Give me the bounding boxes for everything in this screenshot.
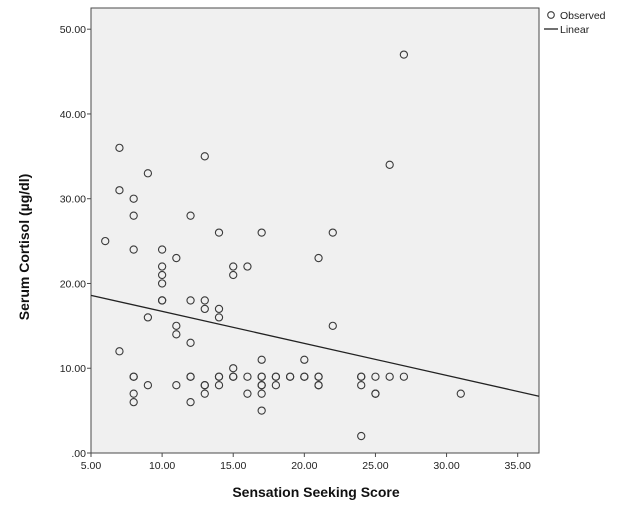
observed-point: [129, 245, 138, 254]
observed-point: [357, 381, 366, 390]
observed-point: [243, 372, 252, 381]
observed-point: [257, 228, 266, 237]
legend: Observed Linear: [544, 10, 606, 36]
observed-point: [214, 313, 224, 322]
x-axis: 5.00 10.00 15.00 20.00 25.00 30.00 35.00: [81, 453, 531, 472]
observed-point: [143, 169, 153, 178]
observed-point: [129, 372, 138, 381]
observed-point: [371, 372, 380, 381]
y-axis-title: Serum Cortisol (µg/dl): [16, 174, 32, 321]
y-tick-label: 30.00: [60, 194, 86, 206]
observed-point: [200, 389, 209, 398]
observed-point: [200, 152, 209, 161]
observed-point: [200, 296, 209, 305]
observed-point: [328, 321, 337, 331]
observed-point: [157, 270, 167, 280]
observed-point: [115, 143, 124, 153]
observed-point: [172, 381, 181, 390]
x-tick-label: 35.00: [505, 460, 531, 472]
observed-point: [399, 50, 409, 59]
observed-point: [143, 381, 153, 390]
x-tick-label: 25.00: [362, 460, 388, 472]
observed-point: [314, 253, 323, 263]
observed-point: [186, 296, 195, 305]
y-tick-label: 20.00: [60, 278, 86, 290]
x-axis-title: Sensation Seeking Score: [232, 484, 399, 500]
observed-point: [186, 211, 195, 220]
y-axis: .00 10.00 20.00 30.00 40.00 50.00: [60, 24, 91, 460]
fit-line: [90, 294, 540, 397]
legend-observed-label: Observed: [560, 10, 606, 22]
observed-point: [214, 381, 224, 390]
x-tick-label: 30.00: [433, 460, 459, 472]
y-tick-label: 50.00: [60, 24, 86, 36]
observed-point: [243, 389, 252, 398]
observed-point: [285, 372, 295, 381]
observed-point: [229, 372, 238, 381]
observed-point: [257, 355, 266, 364]
observed-point: [157, 245, 167, 254]
observed-point: [357, 372, 366, 381]
observed-point: [101, 236, 110, 246]
observed-point: [129, 194, 138, 203]
observed-point: [172, 330, 181, 339]
observed-point: [271, 372, 281, 381]
observed-point: [157, 262, 167, 271]
observed-point: [186, 397, 195, 407]
observed-point: [385, 372, 394, 381]
observed-point: [456, 389, 465, 398]
legend-linear-label: Linear: [560, 24, 590, 36]
fit-line-group: [90, 294, 540, 397]
observed-point: [172, 321, 181, 331]
y-tick-label: 40.00: [60, 109, 86, 121]
x-tick-label: 15.00: [220, 460, 246, 472]
observed-point: [214, 304, 224, 314]
observed-point: [229, 262, 238, 271]
observed-point: [371, 389, 380, 398]
y-tick-label: .00: [71, 448, 86, 460]
observed-point: [399, 372, 409, 381]
observed-point: [328, 228, 337, 237]
observed-point: [271, 381, 281, 390]
observed-point: [314, 372, 323, 381]
observed-point: [229, 270, 238, 280]
observed-point: [129, 389, 138, 398]
observed-point: [300, 372, 309, 381]
observed-point: [257, 406, 266, 415]
observed-point: [243, 262, 252, 271]
observed-point: [200, 381, 209, 390]
x-tick-label: 20.00: [291, 460, 317, 472]
observed-point: [214, 372, 224, 381]
observed-point: [214, 228, 224, 237]
y-tick-label: 10.00: [60, 363, 86, 375]
observed-point: [229, 364, 238, 373]
legend-observed-marker: [547, 11, 555, 19]
observed-point: [157, 279, 167, 288]
observed-points: [101, 50, 465, 441]
observed-point: [357, 431, 366, 441]
observed-point: [257, 381, 266, 390]
observed-point: [143, 313, 153, 322]
x-tick-label: 5.00: [81, 460, 102, 472]
observed-point: [300, 355, 309, 364]
observed-point: [314, 381, 323, 390]
observed-point: [172, 253, 181, 263]
observed-point: [129, 397, 138, 407]
x-tick-label: 10.00: [149, 460, 175, 472]
observed-point: [257, 389, 266, 398]
observed-point: [186, 338, 195, 347]
observed-point: [115, 186, 124, 195]
observed-point: [257, 372, 266, 381]
observed-point: [186, 372, 195, 381]
observed-point: [157, 296, 167, 305]
observed-point: [385, 160, 394, 169]
observed-point: [129, 211, 138, 220]
observed-point: [115, 347, 124, 356]
observed-point: [200, 304, 209, 314]
